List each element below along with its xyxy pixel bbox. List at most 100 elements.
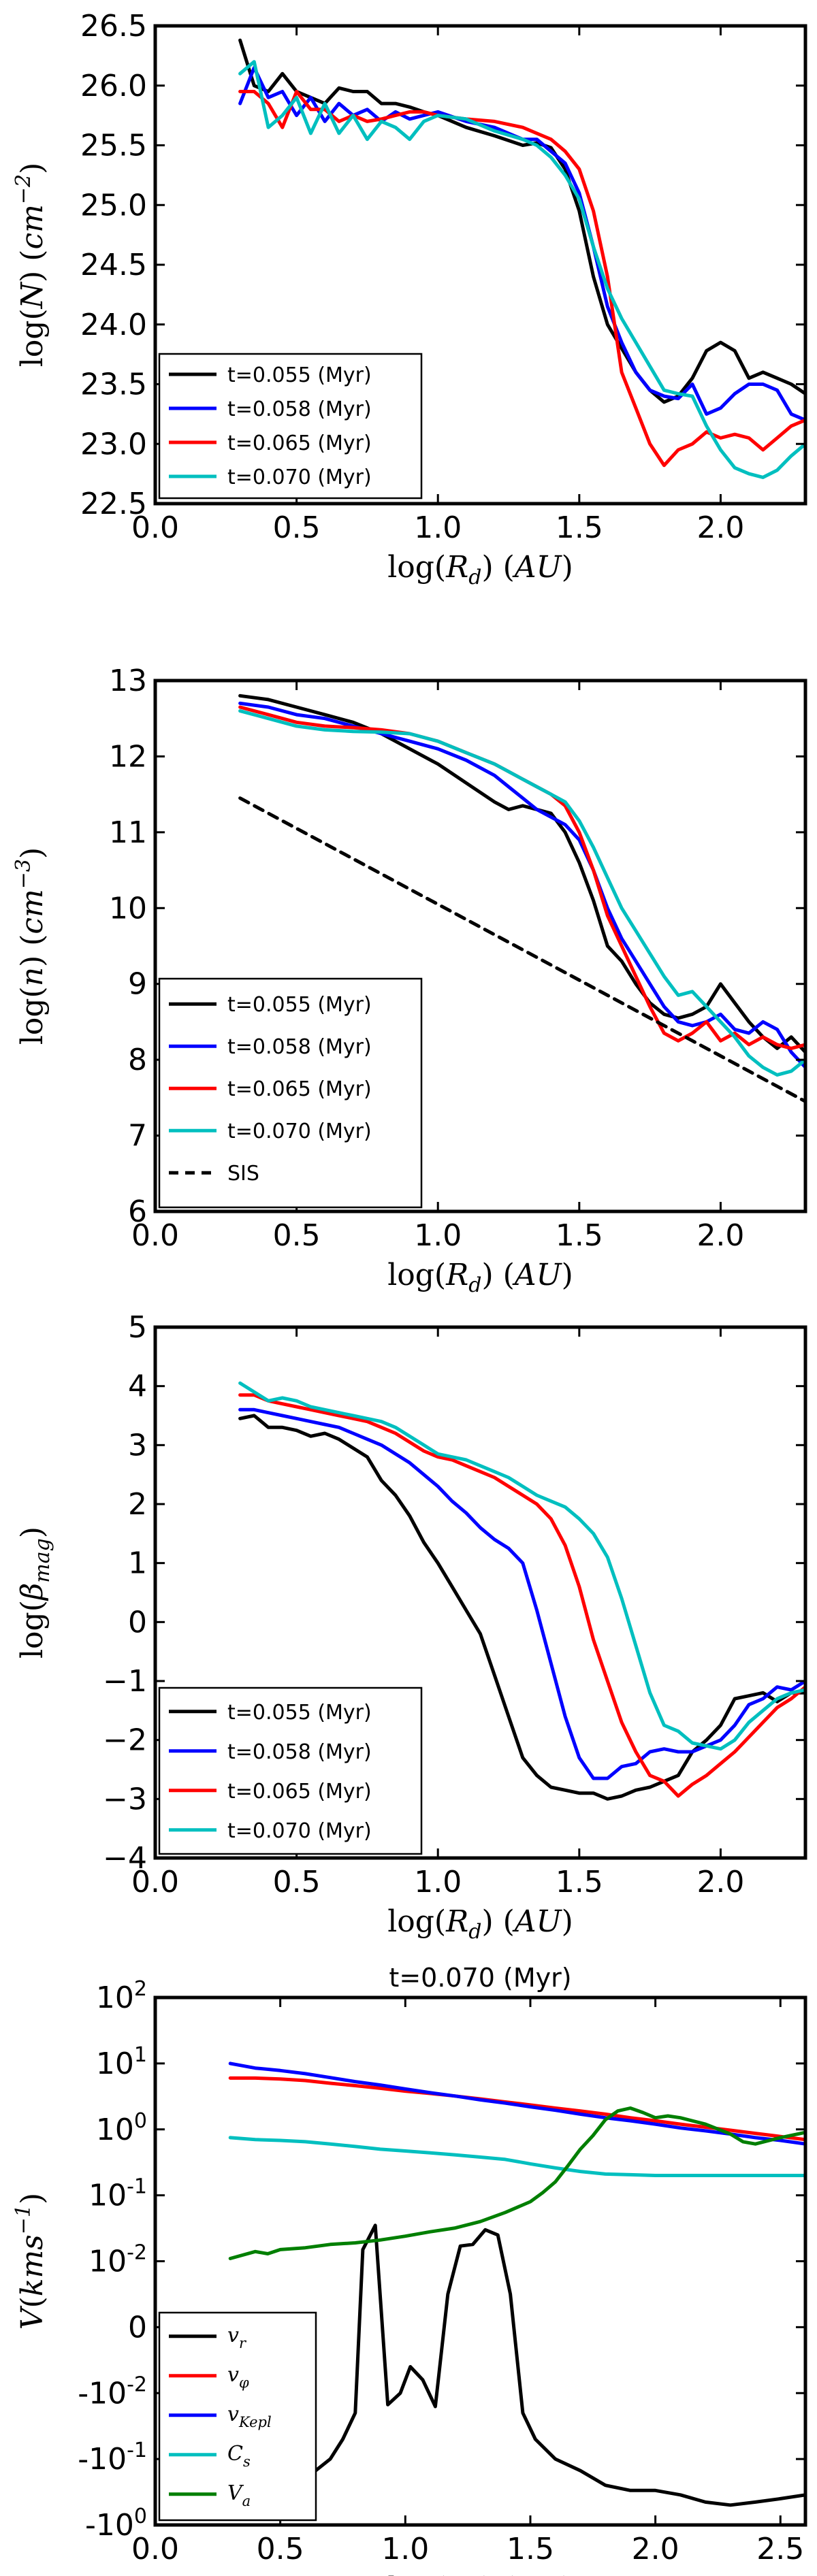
legend: t=0.055 (Myr) t=0.058 (Myr) t=0.065 (Myr) t…	[158, 977, 423, 1209]
x-tick-label: 1.5	[507, 2532, 554, 2566]
legend-label: t=0.070 (Myr)	[227, 466, 372, 489]
series-line-4	[238, 709, 805, 1077]
legend-label: t=0.058 (Myr)	[227, 1740, 372, 1764]
legend-label: t=0.055 (Myr)	[227, 1701, 372, 1725]
y-tick-label: 23.0	[80, 427, 147, 461]
x-tick-label: 0.0	[131, 2532, 179, 2566]
y-tick-label: 26.5	[80, 9, 147, 44]
x-tick-label: 2.0	[696, 1218, 744, 1253]
legend-label: Cs	[227, 2442, 251, 2470]
legend: vr vφ vKepl Cs Va	[158, 2311, 317, 2522]
x-tick-label: 1.0	[414, 510, 462, 545]
y-tick-label: 0	[128, 1605, 147, 1640]
y-tick-label: 22.5	[80, 487, 147, 521]
y-axis-label: log(N) (cm−2)	[12, 163, 50, 368]
legend-box	[158, 977, 423, 1209]
legend: t=0.055 (Myr) t=0.058 (Myr) t=0.065 (Myr) t…	[158, 1686, 423, 1855]
panel-3: 0.0 0.5 1.0 1.5 2.0 −4 −3 −2 −1 0 1 2 3 4 5 log(Rd) (AU…	[15, 1310, 807, 1944]
y-tick-label: 102	[96, 1977, 147, 2015]
y-tick-label: 10-1	[89, 2175, 147, 2213]
y-tick-label: -10-2	[78, 2373, 147, 2411]
legend-label: t=0.065 (Myr)	[227, 1077, 372, 1101]
legend-label: vφ	[227, 2363, 249, 2391]
y-tick-label: 10-2	[89, 2241, 147, 2279]
x-tick-label: 1.0	[414, 1865, 462, 1900]
y-tick-label: 5	[128, 1310, 147, 1345]
panel-4: 0.0 0.5 1.0 1.5 2.0 2.5 -100 -10-1 -10-2 0 10-2 10-…	[12, 1963, 807, 2576]
y-tick-label: 6	[128, 1194, 147, 1229]
x-tick-label: 0.5	[273, 1865, 321, 1900]
legend-label: vr	[227, 2324, 247, 2351]
y-tick-label: 100	[96, 2109, 147, 2147]
y-tick-label: 8	[128, 1043, 147, 1077]
series-line-5	[238, 796, 805, 1103]
y-axis-label: log(n) (cm−3)	[12, 847, 50, 1045]
y-tick-label: 4	[128, 1369, 147, 1404]
series-line-4	[238, 1381, 805, 1751]
x-tick-label: 2.5	[756, 2532, 804, 2566]
legend-label: t=0.055 (Myr)	[227, 363, 372, 387]
y-tick-label: 26.0	[80, 69, 147, 103]
y-tick-label: 7	[128, 1119, 147, 1154]
series-group	[238, 1381, 805, 1801]
legend-label: t=0.070 (Myr)	[227, 1819, 372, 1843]
chart-title: t=0.070 (Myr)	[389, 1963, 571, 1993]
y-tick-label: −3	[103, 1782, 147, 1816]
legend-box	[158, 1686, 423, 1855]
series-line-1	[238, 1414, 805, 1801]
y-tick-label: 24.0	[80, 308, 147, 342]
y-tick-label: -100	[85, 2505, 147, 2543]
series-line-3	[238, 1393, 805, 1798]
y-tick-label: 1	[128, 1546, 147, 1581]
legend-label: Va	[227, 2481, 251, 2509]
y-tick-label: −2	[103, 1723, 147, 1758]
panel-1: 0.0 0.5 1.0 1.5 2.0 22.5 23.0 23.5 24.0 24.5 25.0 2…	[12, 9, 807, 589]
series-group	[228, 2061, 805, 2507]
y-tick-label: 101	[96, 2043, 147, 2081]
legend-label: t=0.065 (Myr)	[227, 1780, 372, 1804]
series-line-2	[238, 1407, 805, 1780]
y-axis-label: log(βmag)	[15, 1527, 54, 1659]
y-tick-label: −1	[103, 1664, 147, 1699]
series-line-2	[238, 65, 805, 422]
y-axis-label: V(kms−1)	[12, 2193, 50, 2330]
y-tick-label: 13	[109, 664, 147, 698]
x-tick-label: 0.0	[131, 510, 179, 545]
panel-2: 0.0 0.5 1.0 1.5 2.0 6 7 8 9 10 11 12 13 log(Rd) (AU) l…	[12, 664, 807, 1297]
legend-label: SIS	[227, 1162, 259, 1186]
x-axis-label: log(Rd) (AU)	[387, 1904, 573, 1944]
series-group	[238, 694, 805, 1103]
series-line-4	[228, 2136, 805, 2177]
legend-label: t=0.058 (Myr)	[227, 397, 372, 421]
x-tick-label: 2.0	[696, 1865, 744, 1900]
plot-frame	[153, 1325, 807, 1860]
y-tick-label: 25.5	[80, 129, 147, 163]
y-tick-label: 0	[128, 2310, 147, 2345]
series-line-1	[228, 2223, 805, 2507]
x-tick-label: 1.5	[556, 1865, 603, 1900]
x-axis-label: log(Rd) (AU)	[387, 2571, 573, 2576]
x-tick-label: 1.0	[381, 2532, 429, 2566]
y-tick-label: 12	[109, 739, 147, 774]
legend-label: t=0.058 (Myr)	[227, 1035, 372, 1059]
y-tick-label: 25.0	[80, 188, 147, 223]
x-tick-label: 0.5	[257, 2532, 304, 2566]
x-tick-label: 2.0	[632, 2532, 679, 2566]
series-line-4	[238, 60, 805, 479]
legend-label: vKepl	[227, 2402, 272, 2430]
x-tick-label: 0.0	[131, 1218, 179, 1253]
series-group	[238, 38, 805, 479]
y-tick-label: 3	[128, 1428, 147, 1463]
x-axis-label: log(Rd) (AU)	[387, 1258, 573, 1297]
x-tick-label: 1.5	[556, 510, 603, 545]
x-tick-label: 1.5	[556, 1218, 603, 1253]
y-tick-label: -10-1	[78, 2439, 147, 2477]
x-tick-label: 2.0	[696, 510, 744, 545]
plot-frame	[153, 679, 807, 1213]
y-tick-label: 24.5	[80, 248, 147, 282]
y-tick-label: 23.5	[80, 368, 147, 402]
series-line-3	[228, 2061, 805, 2146]
x-axis-label: log(Rd) (AU)	[387, 550, 573, 589]
x-tick-label: 0.0	[131, 1865, 179, 1900]
